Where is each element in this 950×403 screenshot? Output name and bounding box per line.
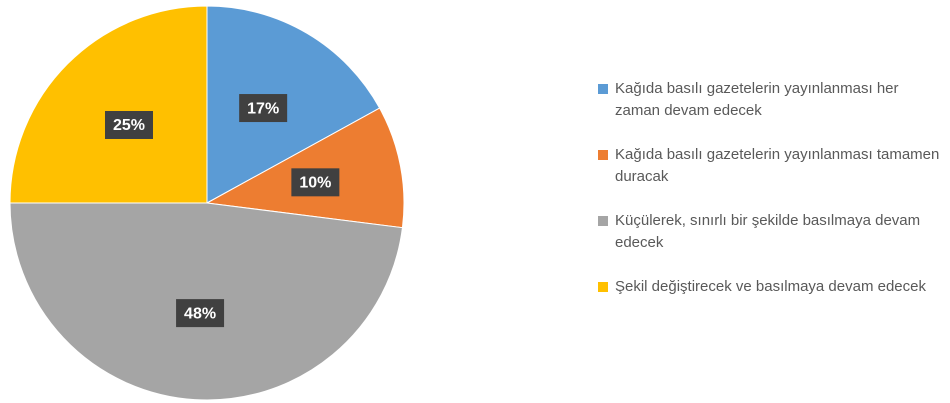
value-label: 25% [113,117,145,134]
legend-label: Küçülerek, sınırlı bir şekilde basılmaya… [615,212,921,251]
legend-swatch [598,216,608,226]
value-label: 17% [247,100,279,117]
legend-label: Kağıda basılı gazetelerin yayınlanması h… [615,80,899,119]
pie-slice [205,107,405,229]
legend-label: Şekil değiştirecek ve basılmaya devam ed… [615,278,926,295]
pie-slice [9,5,208,204]
legend-item: Şekil değiştirecek ve basılmaya devam ed… [598,276,943,298]
legend-label: Kağıda basılı gazetelerin yayınlanması t… [615,146,940,185]
legend-item: Küçülerek, sınırlı bir şekilde basılmaya… [598,210,943,254]
value-label: 10% [299,175,331,192]
value-label-box [291,168,340,197]
value-label-box [239,94,288,123]
value-label: 48% [184,305,216,322]
legend-swatch [598,84,608,94]
legend-item: Kağıda basılı gazetelerin yayınlanması t… [598,144,943,188]
legend-item: Kağıda basılı gazetelerin yayınlanması h… [598,78,943,122]
pie-slice [206,5,381,204]
legend: Kağıda basılı gazetelerin yayınlanması h… [598,78,943,320]
value-label-box [176,299,225,328]
value-label-box [104,110,153,139]
legend-swatch [598,150,608,160]
legend-swatch [598,282,608,292]
